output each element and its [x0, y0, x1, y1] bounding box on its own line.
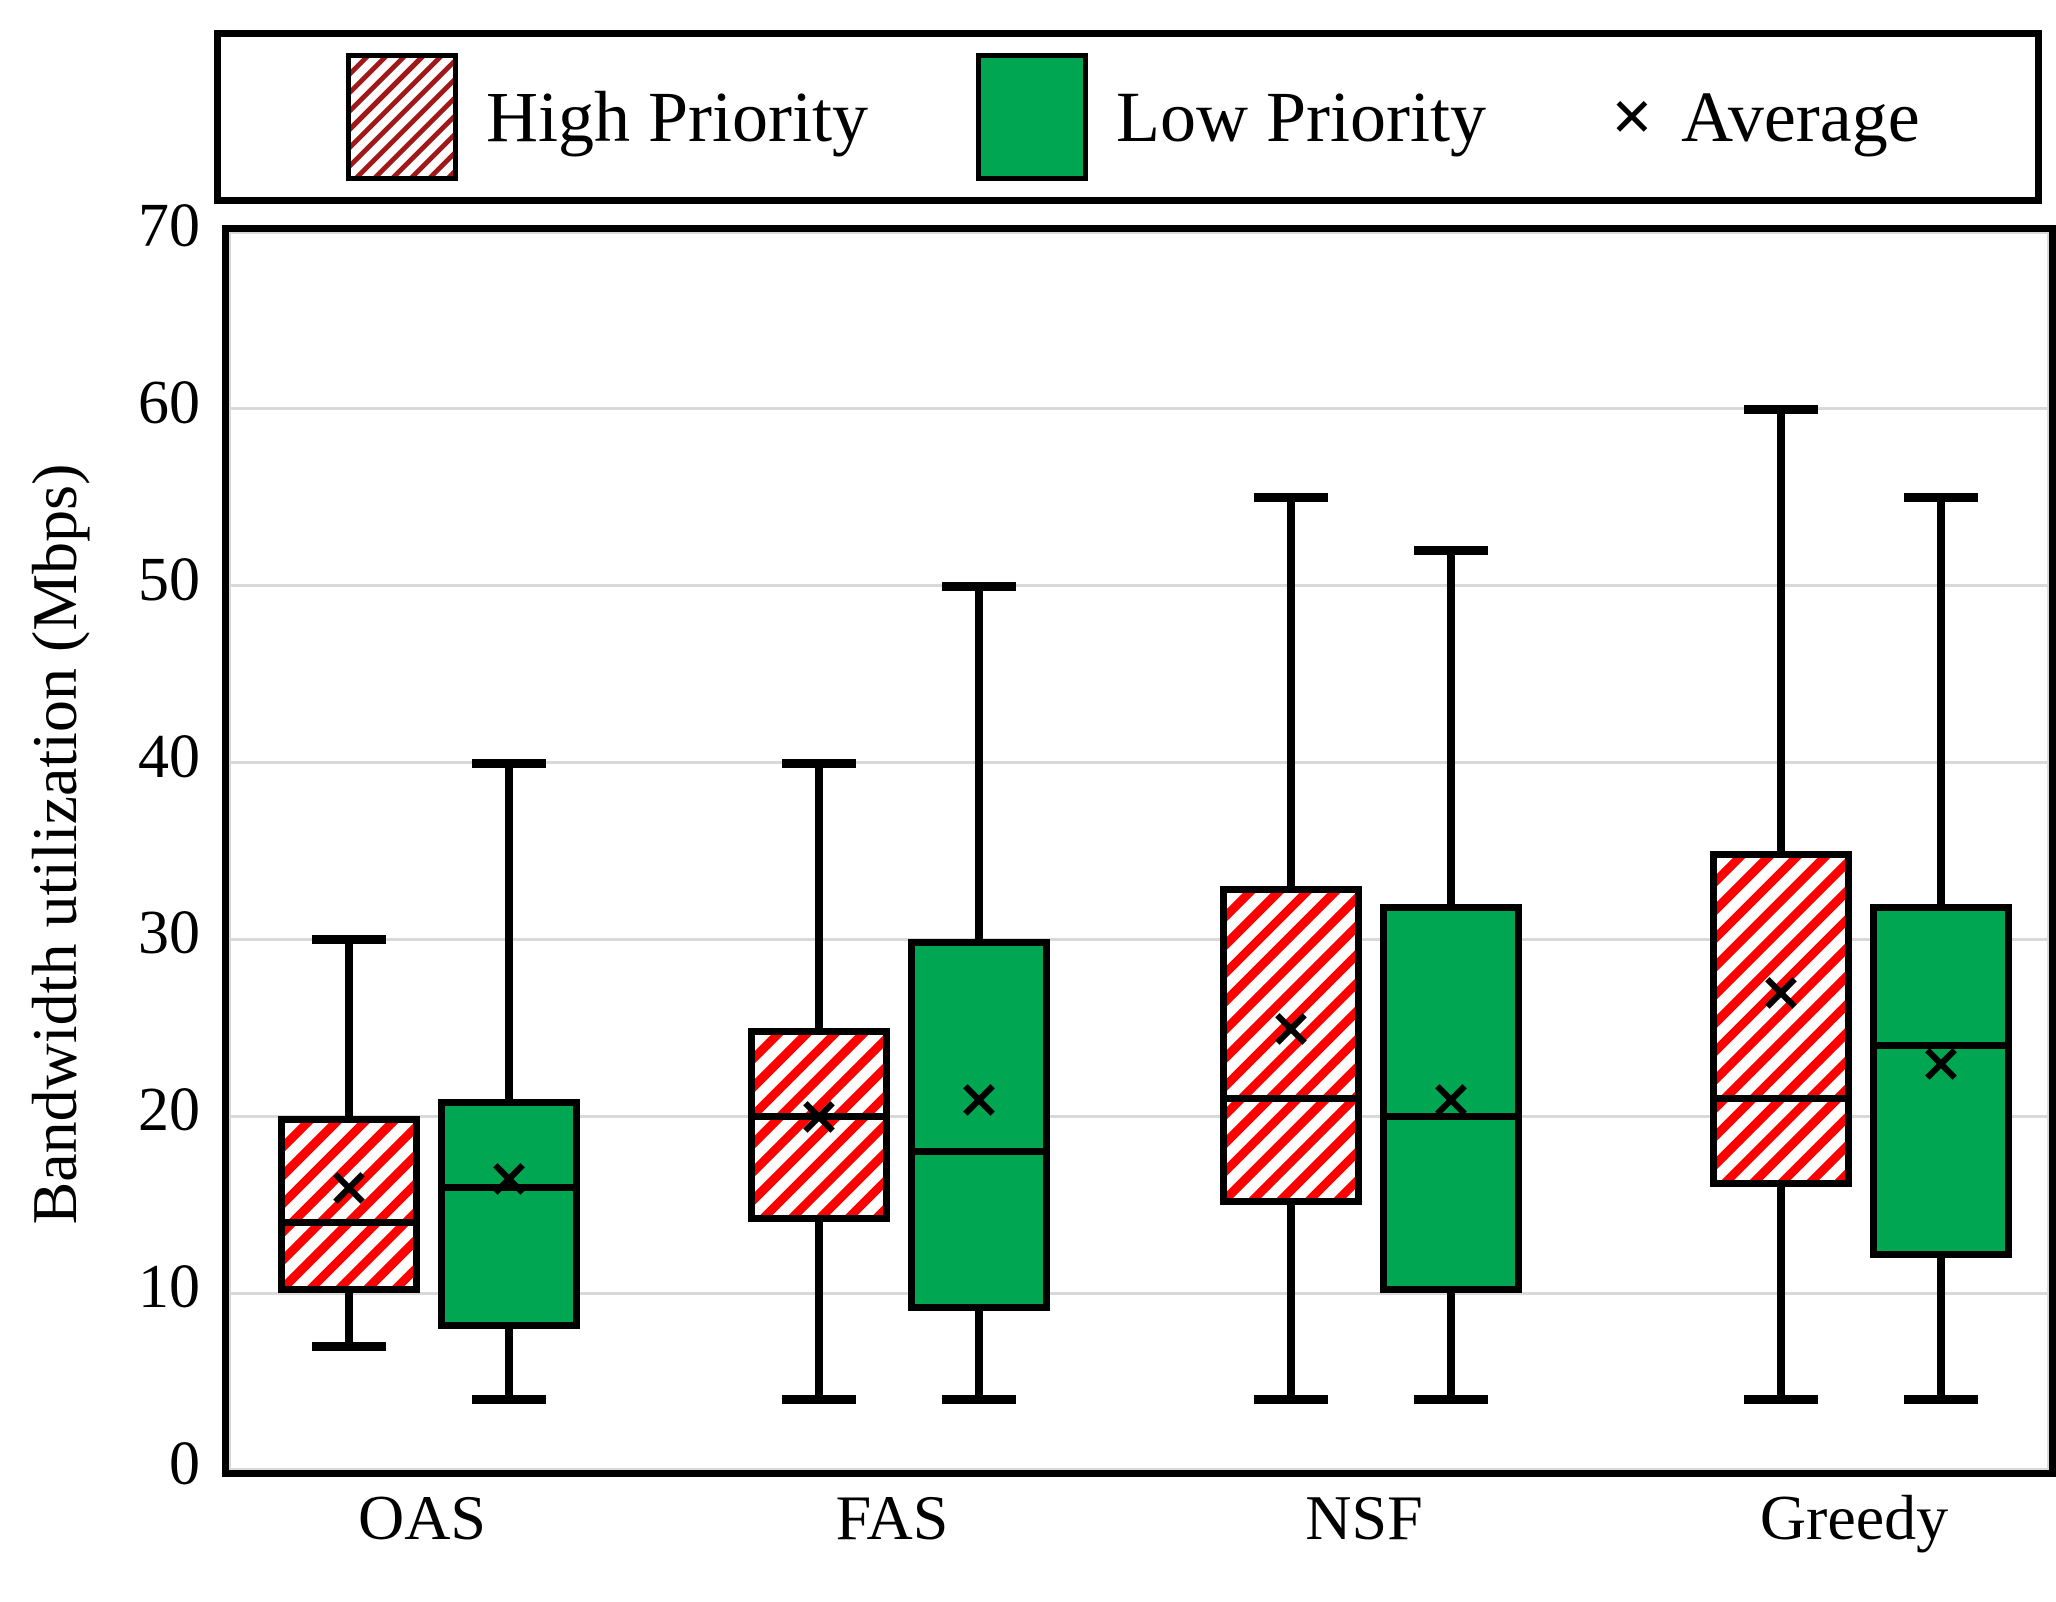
- median-hatch-fas: [753, 1112, 885, 1120]
- whisker-cap-top-hatch-nsf: [1254, 493, 1328, 503]
- y-tick-label-60: 60: [138, 368, 200, 437]
- y-tick-label-30: 30: [138, 899, 200, 968]
- box-hatch-fas: [748, 1027, 890, 1223]
- x-category-label-nsf: NSF: [1305, 1482, 1423, 1553]
- box-hatch-greedy: [1710, 851, 1852, 1188]
- median-green-fas: [913, 1148, 1045, 1156]
- gridline-40: [229, 761, 2049, 765]
- whisker-cap-top-green-greedy: [1904, 493, 1978, 503]
- whisker-cap-bottom-hatch-oas: [312, 1342, 386, 1352]
- gridline-50: [229, 584, 2049, 588]
- whisker-cap-top-hatch-greedy: [1744, 404, 1818, 414]
- plot-area: × × × × × × × ×: [222, 225, 2056, 1477]
- box-green-greedy: [1870, 904, 2012, 1258]
- median-hatch-nsf: [1225, 1095, 1357, 1103]
- whisker-cap-bottom-hatch-fas: [782, 1395, 856, 1405]
- median-green-oas: [443, 1183, 575, 1191]
- mean-marker-green-nsf: ×: [1428, 1066, 1474, 1130]
- median-hatch-greedy: [1715, 1095, 1847, 1103]
- y-tick-label-40: 40: [138, 722, 200, 791]
- whisker-cap-bottom-green-fas: [942, 1395, 1016, 1405]
- average-cross-marker-icon: ×: [1611, 76, 1654, 158]
- whisker-green-oas: [505, 762, 513, 1400]
- legend-item-average: × Average: [1611, 37, 1920, 197]
- legend-label-average: Average: [1681, 76, 1920, 157]
- legend-label-high-priority: High Priority: [486, 76, 869, 157]
- whisker-cap-bottom-green-greedy: [1904, 1395, 1978, 1405]
- low-priority-green-swatch-icon: [976, 53, 1088, 181]
- median-green-greedy: [1875, 1042, 2007, 1050]
- y-tick-label-0: 0: [169, 1430, 200, 1498]
- x-category-label-fas: FAS: [835, 1482, 949, 1553]
- whisker-cap-bottom-green-nsf: [1414, 1395, 1488, 1405]
- mean-marker-green-greedy: ×: [1918, 1031, 1964, 1095]
- mean-marker-hatch-greedy: ×: [1758, 960, 1804, 1024]
- x-category-label-greedy: Greedy: [1759, 1482, 1949, 1553]
- gridline-30: [229, 937, 2049, 941]
- whisker-cap-top-green-nsf: [1414, 546, 1488, 556]
- box-green-oas: [438, 1098, 580, 1329]
- mean-marker-green-fas: ×: [956, 1066, 1002, 1130]
- median-hatch-oas: [283, 1218, 415, 1226]
- y-tick-label-10: 10: [138, 1253, 200, 1322]
- gridline-60: [229, 407, 2049, 411]
- mean-marker-hatch-fas: ×: [796, 1084, 842, 1148]
- whisker-cap-top-hatch-oas: [312, 935, 386, 945]
- whisker-cap-top-green-oas: [472, 758, 546, 768]
- y-tick-label-70: 70: [138, 192, 200, 260]
- mean-marker-green-oas: ×: [486, 1146, 532, 1210]
- legend-box: High Priority Low Priority × Average: [214, 30, 2042, 204]
- whisker-cap-bottom-hatch-nsf: [1254, 1395, 1328, 1405]
- box-hatch-nsf: [1220, 886, 1362, 1205]
- whisker-cap-top-green-fas: [942, 581, 1016, 591]
- box-hatch-oas: [278, 1116, 420, 1294]
- mean-marker-hatch-nsf: ×: [1268, 995, 1314, 1059]
- high-priority-hatch-swatch-icon: [346, 53, 458, 181]
- mean-marker-hatch-oas: ×: [326, 1155, 372, 1219]
- box-green-nsf: [1380, 904, 1522, 1294]
- legend-item-high-priority: High Priority: [346, 37, 868, 197]
- box-green-fas: [908, 939, 1050, 1311]
- y-tick-label-50: 50: [138, 545, 200, 614]
- x-category-label-oas: OAS: [357, 1482, 487, 1553]
- legend-item-low-priority: Low Priority: [976, 37, 1486, 197]
- whisker-cap-bottom-green-oas: [472, 1395, 546, 1405]
- whisker-cap-bottom-hatch-greedy: [1744, 1395, 1818, 1405]
- median-green-nsf: [1385, 1112, 1517, 1120]
- y-tick-label-20: 20: [138, 1076, 200, 1145]
- gridline-10: [229, 1291, 2049, 1295]
- gridline-20: [229, 1114, 2049, 1118]
- legend-label-low-priority: Low Priority: [1116, 76, 1486, 157]
- whisker-cap-top-hatch-fas: [782, 758, 856, 768]
